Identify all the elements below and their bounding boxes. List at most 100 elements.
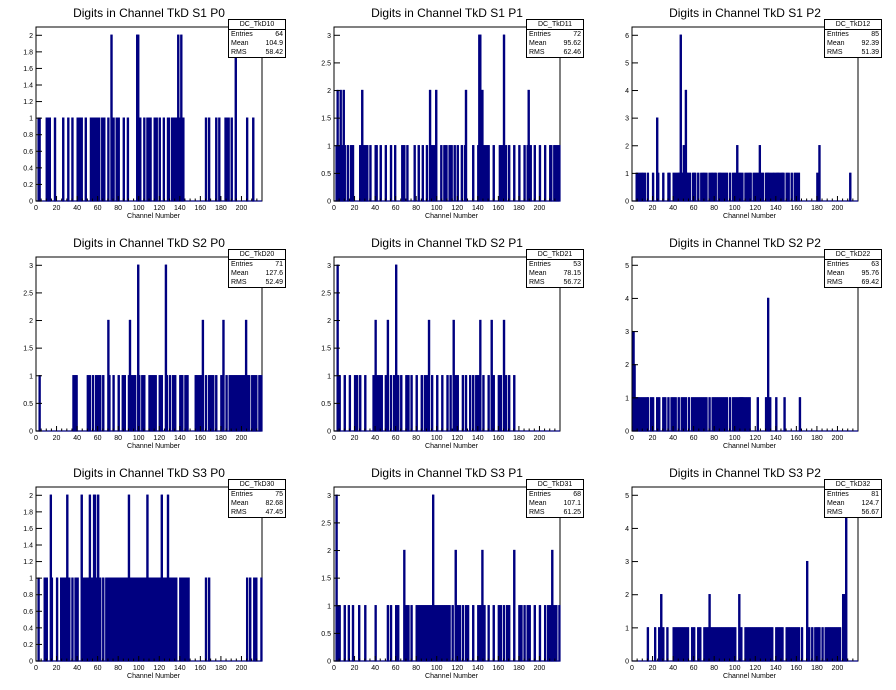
histogram-bin [204,117,208,202]
x-tick-label: 20 [649,205,657,212]
histogram-bin [830,627,833,662]
histogram-panel: Digits in Channel TkD S2 P2 0 20 40 60 80 100 1… [596,230,894,460]
x-tick-label: 120 [749,435,761,442]
stats-label: Mean [231,270,249,277]
histogram-bin [401,145,404,202]
histogram-title: Digits in Channel TkD S1 P1 [371,6,523,20]
stats-rms: 61.25 [563,509,581,516]
histogram-bin [420,375,423,432]
histogram-bin [436,375,439,432]
histogram-bin [405,605,408,662]
histogram-bin [364,145,367,202]
histogram-bin [346,145,349,202]
histogram-bin [128,319,132,432]
histogram-bin [739,172,742,202]
histogram-bin [158,117,161,202]
histogram-bin [738,594,741,662]
histogram-bin [734,397,737,432]
histogram-bin [657,172,660,202]
histogram-bin [158,375,161,432]
y-tick-label: 0 [29,199,33,206]
histogram-bin [721,627,725,662]
histogram-bin [693,627,696,662]
y-tick-label: 2 [327,548,331,555]
y-tick-label: 1 [29,116,33,123]
x-tick-label: 80 [114,205,122,212]
histogram-bin [487,605,490,662]
histogram-bin [148,577,151,662]
histogram-bin [417,605,420,662]
stats-name: DC_TkD22 [825,250,881,260]
histogram-bin [700,172,703,202]
y-tick-label: 0.6 [23,609,33,616]
histogram-bin [658,627,661,662]
histogram-bin [421,605,424,662]
stats-rms: 51.39 [861,49,879,56]
histogram-bin [369,145,372,202]
x-tick-label: 40 [371,205,379,212]
y-tick-label: 1 [327,373,331,380]
histogram-bin [487,375,490,432]
x-axis-label: Channel Number [425,213,479,220]
histogram-bin [112,117,115,202]
histogram-bin [538,605,542,662]
histogram-bin [769,397,772,432]
x-tick-label: 160 [791,665,803,672]
stats-label: Mean [529,500,547,507]
y-tick-label: 1.5 [23,346,33,353]
histogram-bin [149,117,152,202]
y-tick-label: 1.4 [23,543,33,550]
histogram-bin [744,172,747,202]
histogram-bin [152,577,155,662]
stats-rms-row: RMS 52.49 [229,278,285,287]
histogram-bin [142,577,145,662]
histogram-bin [140,577,143,662]
x-tick-label: 60 [392,665,400,672]
histogram-bin [668,172,671,202]
histogram-title: Digits in Channel TkD S2 P2 [669,236,821,250]
histogram-bin [508,145,511,202]
x-tick-label: 180 [811,435,823,442]
x-tick-label: 140 [174,665,186,672]
stats-label: RMS [231,509,247,516]
y-tick-label: 4 [625,526,629,533]
y-tick-label: 1.8 [23,509,33,516]
histogram-bin [171,117,174,202]
histogram-bin [553,605,556,662]
histogram-bin [479,319,482,432]
histogram-panel: Digits in Channel TkD S3 P0 0 20 40 60 80 100 1… [0,460,298,690]
x-tick-label: 160 [791,205,803,212]
histogram-bin [551,549,554,662]
stats-label: RMS [529,49,545,56]
histogram-bin [450,145,453,202]
histogram-bin [504,375,508,432]
y-tick-label: 1.8 [23,49,33,56]
histogram-bin [75,375,78,432]
y-tick-label: 0.8 [23,592,33,599]
stats-name: DC_TkD21 [527,250,583,260]
histogram-bin [403,145,406,202]
x-axis-label: Channel Number [723,673,777,680]
x-tick-label: 200 [832,665,844,672]
x-tick-label: 180 [513,205,525,212]
y-tick-label: 0 [625,659,629,666]
histogram-bin [224,117,227,202]
histogram-bin [446,375,449,432]
x-tick-label: 20 [649,435,657,442]
x-tick-label: 0 [34,205,38,212]
histogram-plot: 0 20 40 60 80 100 120 140 160 180 200 0 0.2 0.4 0.6 0.8… [23,26,263,220]
histogram-bin [734,627,737,662]
histogram-bin [487,145,490,202]
histogram-bin [759,172,763,202]
histogram-panel: Digits in Channel TkD S1 P0 0 20 40 60 80 100 1… [0,0,298,230]
x-tick-label: 60 [690,665,698,672]
x-tick-label: 160 [493,665,505,672]
x-tick-label: 140 [174,205,186,212]
histogram-bin [497,375,500,432]
histogram-bin [715,627,718,662]
histogram-bin [705,172,708,202]
histogram-title: Digits in Channel TkD S1 P0 [73,6,225,20]
histogram-bin [88,375,92,432]
histogram-bin [136,577,139,662]
stats-entries: 75 [275,491,283,498]
